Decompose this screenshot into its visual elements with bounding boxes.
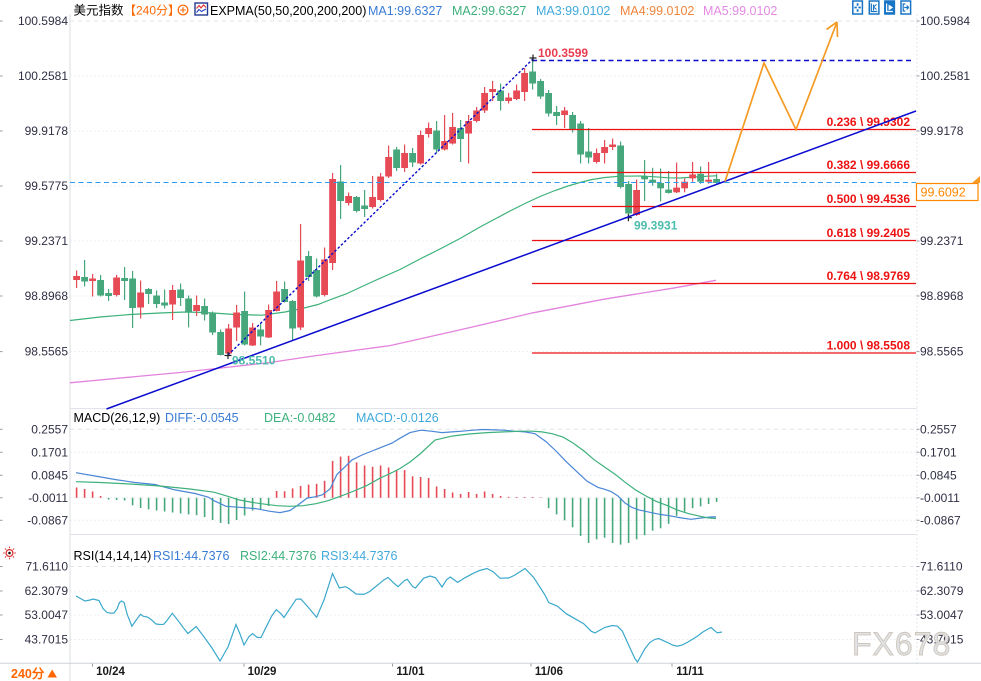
svg-text:62.3079: 62.3079 <box>25 584 69 598</box>
svg-text:FX678: FX678 <box>852 626 951 662</box>
svg-text:【240分】: 【240分】 <box>124 4 180 18</box>
svg-text:98.8968: 98.8968 <box>920 289 964 303</box>
svg-text:53.0047: 53.0047 <box>920 608 964 622</box>
svg-text:0.764 \ 98.9769: 0.764 \ 98.9769 <box>827 269 911 283</box>
svg-text:MA5:99.0102: MA5:99.0102 <box>703 4 777 18</box>
svg-text:美元指数: 美元指数 <box>74 3 125 18</box>
svg-text:62.3079: 62.3079 <box>920 584 964 598</box>
svg-text:240分: 240分 <box>11 666 45 681</box>
svg-text:11/01: 11/01 <box>396 666 425 678</box>
svg-text:0.1701: 0.1701 <box>920 445 957 459</box>
svg-text:71.6110: 71.6110 <box>26 560 69 574</box>
svg-text:-0.0011: -0.0011 <box>28 491 68 505</box>
svg-text:0.1701: 0.1701 <box>31 445 68 459</box>
svg-text:MA2:99.6327: MA2:99.6327 <box>452 4 526 18</box>
svg-text:0.2557: 0.2557 <box>31 422 68 436</box>
svg-text:0.236 \ 99.9302: 0.236 \ 99.9302 <box>827 115 911 129</box>
svg-text:DEA:-0.0482: DEA:-0.0482 <box>264 411 336 425</box>
svg-text:11/11: 11/11 <box>676 666 704 678</box>
svg-text:MACD:-0.0126: MACD:-0.0126 <box>356 411 439 425</box>
svg-text:99.2371: 99.2371 <box>25 234 69 248</box>
svg-text:-0.0867: -0.0867 <box>27 513 68 527</box>
svg-text:100.3599: 100.3599 <box>538 46 588 60</box>
svg-text:10/24: 10/24 <box>96 666 125 678</box>
svg-text:43.7015: 43.7015 <box>920 633 964 647</box>
svg-text:100.5984: 100.5984 <box>18 14 68 28</box>
svg-text:99.9178: 99.9178 <box>25 124 69 138</box>
svg-text:-0.0011: -0.0011 <box>920 491 960 505</box>
svg-text:43.7015: 43.7015 <box>25 633 69 647</box>
svg-text:RSI(14,14,14): RSI(14,14,14) <box>74 549 152 563</box>
svg-text:99.9178: 99.9178 <box>920 124 964 138</box>
svg-text:RSI1:44.7376: RSI1:44.7376 <box>153 549 229 563</box>
svg-text:98.5565: 98.5565 <box>25 345 69 359</box>
svg-text:MA1:99.6327: MA1:99.6327 <box>368 4 442 18</box>
svg-text:99.5775: 99.5775 <box>25 179 69 193</box>
svg-text:98.5510: 98.5510 <box>232 354 276 368</box>
svg-text:0.0845: 0.0845 <box>920 468 957 482</box>
svg-text:98.5565: 98.5565 <box>920 345 964 359</box>
svg-text:-0.0867: -0.0867 <box>920 513 961 527</box>
svg-text:1.000 \ 98.5508: 1.000 \ 98.5508 <box>827 339 911 353</box>
svg-text:MACD(26,12,9): MACD(26,12,9) <box>74 411 161 425</box>
svg-text:100.2581: 100.2581 <box>18 69 68 83</box>
svg-text:0.382 \ 99.6666: 0.382 \ 99.6666 <box>827 158 911 172</box>
svg-text:99.3931: 99.3931 <box>634 219 678 233</box>
svg-text:99.6092: 99.6092 <box>921 186 966 200</box>
svg-text:98.8968: 98.8968 <box>25 289 69 303</box>
svg-text:100.2581: 100.2581 <box>920 69 970 83</box>
svg-text:71.6110: 71.6110 <box>920 560 963 574</box>
svg-text:0.0845: 0.0845 <box>31 468 68 482</box>
svg-text:DIFF:-0.0545: DIFF:-0.0545 <box>165 411 239 425</box>
svg-text:100.5984: 100.5984 <box>920 14 970 28</box>
svg-text:EXPMA(50,50,200,200,200): EXPMA(50,50,200,200,200) <box>210 4 366 18</box>
svg-text:0.618 \ 99.2405: 0.618 \ 99.2405 <box>827 226 911 240</box>
svg-text:0.2557: 0.2557 <box>920 422 957 436</box>
svg-text:10/29: 10/29 <box>248 666 277 678</box>
svg-text:53.0047: 53.0047 <box>25 608 69 622</box>
svg-text:MA4:99.0102: MA4:99.0102 <box>620 4 694 18</box>
svg-text:11/06: 11/06 <box>535 666 563 678</box>
svg-text:0.500 \ 99.4536: 0.500 \ 99.4536 <box>827 192 911 206</box>
svg-text:RSI2:44.7376: RSI2:44.7376 <box>240 549 316 563</box>
svg-text:99.2371: 99.2371 <box>920 234 964 248</box>
svg-text:RSI3:44.7376: RSI3:44.7376 <box>321 549 397 563</box>
svg-text:MA3:99.0102: MA3:99.0102 <box>536 4 610 18</box>
